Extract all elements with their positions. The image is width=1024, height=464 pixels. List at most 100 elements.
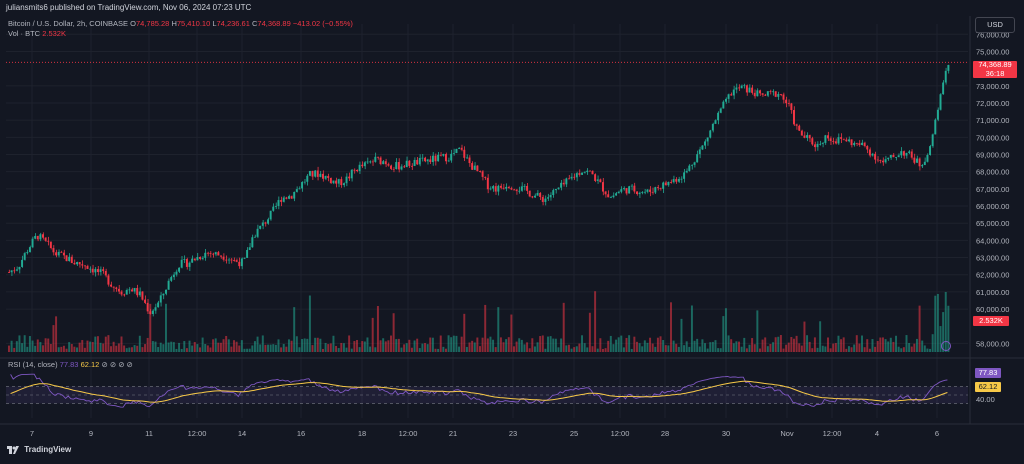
rsi-line (10, 373, 948, 408)
candle-body (112, 286, 115, 288)
volume-bar (240, 340, 243, 352)
candle-body (902, 151, 905, 156)
chart-svg[interactable]: 76,000.00 75,000.00 73,000.00 72,000.00 71,0… (0, 16, 1024, 459)
volume-bar (180, 348, 183, 352)
candle-body (766, 91, 769, 96)
rsi-settings-icons[interactable]: ⊘ ⊘ ⊘ ⊘ (101, 360, 133, 369)
candle-body (677, 178, 680, 182)
volume-bar (513, 346, 515, 352)
volume-bar (345, 347, 348, 352)
candle-body (727, 94, 730, 99)
candle-body (390, 165, 392, 169)
volume-bar (233, 340, 235, 352)
price-tick-label: 65,000.00 (976, 219, 1009, 228)
candle-body (465, 157, 468, 159)
chart-area[interactable]: 76,000.00 75,000.00 73,000.00 72,000.00 71,0… (0, 16, 1024, 459)
open-value: 74,785.28 (135, 19, 170, 28)
volume-bar (175, 348, 178, 352)
close-label: C (251, 19, 258, 28)
candle-body (599, 179, 602, 183)
time-tick-label: 28 (661, 429, 669, 438)
volume-bar (688, 346, 691, 352)
volume-bar (701, 339, 704, 352)
candle-body (581, 172, 584, 175)
high-value: 75,410.10 (176, 19, 211, 28)
last-price-badge: 74,368.89 36:18 (973, 60, 1017, 78)
candle-body (175, 271, 178, 275)
volume-bar (201, 337, 204, 352)
candle-body (8, 272, 10, 273)
volume-bar (400, 347, 403, 352)
volume-bar (630, 348, 633, 352)
volume-bar (217, 342, 220, 352)
candle-body (625, 188, 628, 194)
candle-body (533, 195, 536, 198)
brand[interactable]: TradingView (7, 445, 71, 454)
volume-bar (337, 348, 340, 352)
volume-bar (845, 348, 848, 352)
candle-body (753, 92, 756, 97)
volume-bar (774, 337, 777, 352)
candle-body (502, 187, 505, 189)
volume-bar (939, 326, 942, 352)
candle-body (908, 151, 911, 153)
volume-bar (62, 345, 65, 352)
volume-bar (382, 338, 385, 352)
candle-body (926, 154, 929, 162)
candle-body (424, 157, 427, 162)
volume-bar (439, 335, 442, 352)
volume-bar (649, 337, 652, 352)
candle-body (782, 94, 785, 100)
candle-body (897, 155, 900, 157)
candle-body (165, 289, 167, 294)
candle-body (591, 170, 594, 175)
candle-body (128, 289, 131, 291)
candle-body (188, 262, 191, 267)
volume-bar (99, 342, 102, 352)
volume-bar (541, 335, 544, 352)
volume-bar (727, 335, 730, 352)
candle-body (560, 182, 563, 188)
candle-body (138, 291, 141, 296)
rsi-label[interactable]: RSI (14, close) (8, 360, 58, 369)
volume-bar (293, 307, 296, 352)
candle-body (366, 161, 369, 163)
volume-bar (277, 339, 280, 352)
volume-bar (654, 346, 657, 352)
volume-bar (502, 342, 505, 352)
candle-body (31, 238, 34, 248)
volume-bar (505, 339, 508, 352)
go-to-realtime-icon[interactable] (941, 341, 951, 351)
candle-body (47, 240, 50, 242)
volume-bar (369, 346, 372, 352)
candle-body (492, 186, 495, 189)
close-value: 74,368.89 (257, 19, 291, 28)
candle-body (458, 147, 461, 149)
candle-body (821, 142, 824, 144)
candle-body (850, 139, 853, 146)
candle-body (915, 158, 918, 163)
volume-bar (410, 347, 413, 352)
candle-body (55, 252, 58, 256)
volume-bar (743, 337, 746, 352)
time-tick-label: 12:00 (611, 429, 630, 438)
last-price-value: 74,368.89 (978, 60, 1012, 69)
volume-bar (921, 340, 924, 352)
volume-bar (497, 307, 500, 352)
candle-body (481, 171, 484, 177)
volume-bar (238, 345, 241, 352)
volume-bar (340, 342, 343, 352)
volume-bar (601, 348, 604, 352)
symbol-name[interactable]: Bitcoin / U.S. Dollar, 2h, COINBASE (8, 19, 129, 28)
candle-body (570, 176, 573, 179)
volume-bar (643, 340, 646, 352)
volume-bar (167, 342, 170, 352)
volume-bar (209, 347, 212, 352)
currency-button[interactable]: USD (975, 17, 1015, 33)
candle-body (779, 94, 782, 95)
volume-bar (416, 338, 419, 352)
candle-body (324, 176, 327, 179)
candle-body (732, 89, 735, 96)
volume-bar (287, 339, 290, 352)
volume-badge: 2.532K (973, 316, 1009, 326)
